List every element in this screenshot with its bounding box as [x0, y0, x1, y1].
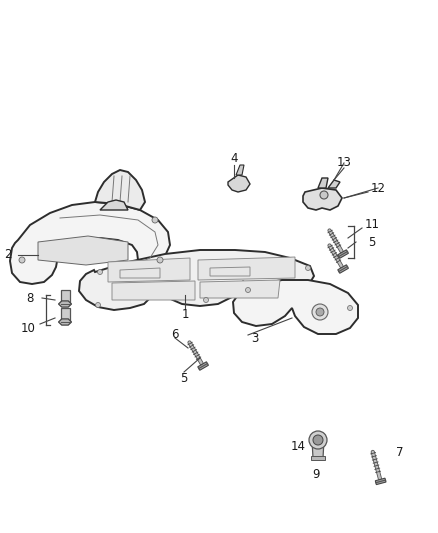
- Circle shape: [320, 191, 328, 199]
- Polygon shape: [38, 236, 128, 265]
- Polygon shape: [100, 200, 128, 210]
- Polygon shape: [236, 165, 244, 175]
- Text: 10: 10: [21, 321, 35, 335]
- Polygon shape: [120, 268, 160, 278]
- Polygon shape: [318, 178, 328, 188]
- Polygon shape: [198, 257, 295, 280]
- Text: 13: 13: [336, 157, 351, 169]
- Text: 5: 5: [180, 372, 188, 384]
- Text: 14: 14: [290, 440, 305, 453]
- Circle shape: [313, 435, 323, 445]
- Text: 7: 7: [396, 446, 404, 458]
- Text: 1: 1: [181, 309, 189, 321]
- Text: 5: 5: [368, 236, 376, 248]
- Circle shape: [204, 297, 208, 303]
- Text: 8: 8: [26, 292, 34, 304]
- Polygon shape: [200, 280, 280, 298]
- Text: 4: 4: [230, 151, 238, 165]
- Polygon shape: [233, 280, 358, 334]
- Polygon shape: [338, 265, 349, 273]
- Polygon shape: [228, 175, 250, 192]
- Text: 6: 6: [171, 327, 179, 341]
- Polygon shape: [79, 250, 314, 310]
- Circle shape: [246, 287, 251, 293]
- Circle shape: [305, 265, 311, 271]
- Text: 3: 3: [251, 332, 259, 344]
- Circle shape: [347, 305, 353, 311]
- Circle shape: [316, 308, 324, 316]
- Text: 12: 12: [371, 182, 385, 195]
- Polygon shape: [112, 281, 195, 300]
- Text: 2: 2: [4, 248, 12, 262]
- Text: 11: 11: [364, 219, 379, 231]
- Circle shape: [157, 257, 163, 263]
- Polygon shape: [59, 301, 71, 307]
- Polygon shape: [60, 308, 70, 322]
- Polygon shape: [95, 170, 145, 210]
- Polygon shape: [303, 188, 342, 210]
- Polygon shape: [312, 440, 324, 458]
- Polygon shape: [108, 258, 190, 282]
- Circle shape: [98, 270, 102, 274]
- Polygon shape: [311, 456, 325, 460]
- Polygon shape: [328, 180, 340, 188]
- Polygon shape: [375, 478, 386, 484]
- Polygon shape: [59, 319, 71, 325]
- Polygon shape: [60, 290, 70, 304]
- Circle shape: [19, 257, 25, 263]
- Circle shape: [95, 303, 100, 308]
- Circle shape: [309, 431, 327, 449]
- Polygon shape: [198, 362, 208, 370]
- Circle shape: [312, 304, 328, 320]
- Text: 9: 9: [312, 467, 320, 481]
- Polygon shape: [210, 267, 250, 276]
- Polygon shape: [10, 202, 170, 284]
- Polygon shape: [338, 250, 349, 259]
- Circle shape: [152, 217, 158, 223]
